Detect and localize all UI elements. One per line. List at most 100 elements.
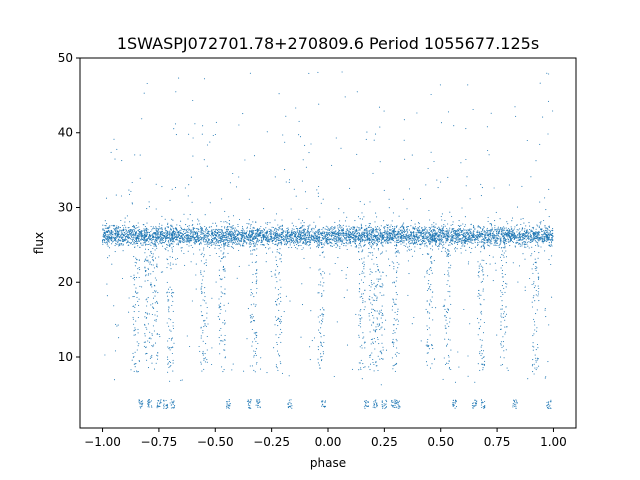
data-point [406,237,408,239]
data-point [502,229,504,232]
data-point [489,234,492,237]
data-point [366,237,368,239]
data-point [503,247,505,249]
data-point [148,232,151,234]
data-point [433,222,435,224]
data-point [138,234,140,236]
data-point [487,229,489,231]
data-point [167,240,170,242]
data-point [414,241,416,244]
data-point [290,238,292,240]
data-point [415,233,417,235]
data-point [269,238,271,241]
data-point [469,235,471,237]
data-point [376,240,378,242]
data-point [128,229,130,231]
data-point [504,239,506,241]
data-point [230,226,232,228]
data-point [184,232,187,234]
data-point [252,221,254,223]
data-point [381,234,383,236]
data-point [187,229,189,231]
data-point [551,240,553,242]
data-point [262,236,264,238]
data-point [372,244,374,246]
data-point [350,233,352,235]
data-point [259,234,261,237]
data-point [299,226,301,228]
data-point [203,231,205,233]
data-point [401,234,403,236]
data-point [390,224,392,226]
data-point [284,241,286,243]
data-point [325,240,328,242]
data-point [207,241,209,243]
data-point [478,231,481,233]
data-point [402,237,404,239]
data-point [371,232,373,234]
data-point [451,243,453,245]
data-point [450,238,452,240]
data-point [286,239,288,241]
data-point [537,243,539,245]
data-point [229,235,232,237]
data-point [160,233,162,236]
data-point [294,242,296,244]
data-point [243,235,245,237]
data-point [524,242,526,244]
data-point [129,237,131,239]
data-point [331,234,333,236]
data-point [319,231,321,233]
data-point [303,222,305,224]
data-point [397,233,399,235]
data-point [394,245,396,247]
data-point [214,247,216,249]
data-point [334,232,336,234]
data-point [178,234,181,236]
data-point [180,235,182,237]
data-point [282,230,284,232]
data-point [341,238,343,240]
data-point [105,242,107,244]
data-point [118,239,120,241]
data-point [273,239,275,241]
data-point [226,230,228,232]
data-point [386,229,388,231]
data-point [533,239,535,241]
data-point [280,239,282,241]
data-point [358,236,360,238]
data-point [109,226,111,228]
data-point [138,226,140,228]
data-point [442,237,444,239]
data-point [418,243,421,245]
data-point [369,223,371,225]
data-point [434,235,436,238]
data-point [435,242,437,244]
data-point [326,243,329,245]
data-point [417,230,419,232]
data-point [238,238,240,241]
data-point [314,237,317,239]
data-point [158,231,160,233]
data-point [216,240,218,242]
data-point [273,232,275,234]
data-point [495,232,498,234]
data-point [501,229,503,231]
data-point [462,223,464,225]
data-point [173,230,175,232]
data-point [295,231,297,233]
data-point [267,236,269,238]
data-point [190,244,192,246]
data-point [299,237,301,239]
data-point [197,228,199,230]
data-point [490,230,492,233]
data-point [328,239,330,241]
data-point [401,231,403,233]
data-point [376,239,378,241]
data-point [157,228,159,230]
data-point [315,235,318,237]
data-point [396,233,398,235]
data-point [136,227,138,229]
data-point [156,236,158,239]
data-point [464,233,466,235]
